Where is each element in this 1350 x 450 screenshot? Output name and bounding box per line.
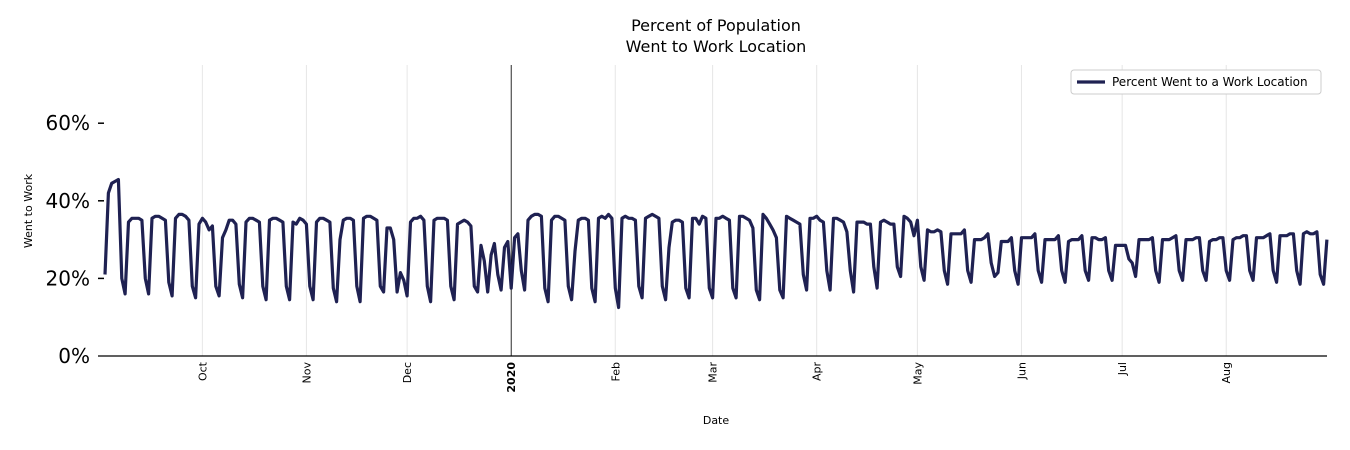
x-tick-label: Dec	[401, 362, 414, 383]
legend: Percent Went to a Work Location	[1070, 69, 1322, 95]
y-axis: 0% 20% 40% 60%	[46, 111, 104, 368]
x-tick-label: May	[911, 362, 924, 385]
chart-subtitle: Went to Work Location	[626, 37, 807, 56]
chart-title: Percent of Population	[631, 16, 801, 35]
y-axis-label: Went to Work	[22, 173, 35, 248]
x-tick-label: Mar	[707, 362, 720, 383]
x-axis: Oct Nov Dec 2020 Feb Mar Apr May Jun Jul Aug	[196, 361, 1233, 392]
x-tick-label: Oct	[196, 361, 209, 381]
x-tick-label: Aug	[1220, 362, 1233, 383]
x-tick-label: Jul	[1116, 362, 1129, 376]
series-line-percent-went-to-work	[103, 177, 1329, 310]
legend-label: Percent Went to a Work Location	[1112, 75, 1308, 89]
x-tick-label: Jun	[1015, 362, 1028, 380]
legend-box	[1070, 69, 1322, 95]
y-tick-label: 60%	[46, 111, 90, 135]
grid-lines	[201, 65, 1227, 356]
y-tick-label: 20%	[46, 266, 90, 290]
y-tick-label: 40%	[46, 189, 90, 213]
x-tick-label: Feb	[609, 362, 622, 381]
x-tick-label: Nov	[300, 362, 313, 384]
x-tick-label: Apr	[811, 362, 824, 382]
y-tick-label: 0%	[58, 344, 90, 368]
x-tick-label: 2020	[505, 362, 518, 393]
x-axis-label: Date	[703, 414, 730, 427]
